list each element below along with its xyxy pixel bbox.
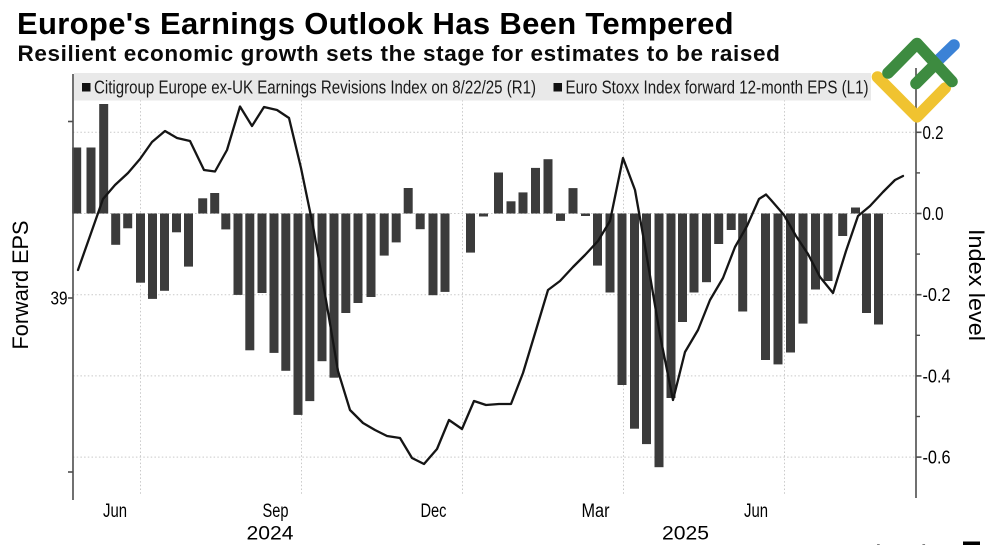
- svg-text:Index level: Index level: [964, 229, 989, 341]
- svg-text:Europe's Earnings Outlook Has: Europe's Earnings Outlook Has Been Tempe…: [17, 6, 734, 41]
- svg-text:-0.2: -0.2: [923, 285, 951, 305]
- svg-text:Euro Stoxx Index forward 12-mo: Euro Stoxx Index forward 12-month EPS (L…: [566, 78, 869, 98]
- svg-text:Resilient economic growth sets: Resilient economic growth sets the stage…: [18, 41, 781, 66]
- svg-text:Mar: Mar: [582, 501, 611, 522]
- svg-text:Dec: Dec: [421, 501, 447, 522]
- svg-text:Citigroup Europe ex-UK Earning: Citigroup Europe ex-UK Earnings Revision…: [94, 78, 536, 98]
- svg-text:Sep: Sep: [263, 501, 289, 522]
- svg-text:0.0: 0.0: [923, 204, 944, 224]
- svg-text:Forward EPS: Forward EPS: [8, 221, 33, 350]
- svg-text:Bloomberg: Bloomberg: [862, 543, 962, 545]
- svg-text:-0.6: -0.6: [923, 448, 951, 468]
- svg-text:-0.4: -0.4: [923, 366, 951, 386]
- svg-text:Jun: Jun: [744, 501, 768, 522]
- svg-text:0.2: 0.2: [923, 123, 944, 143]
- svg-text:2025: 2025: [662, 523, 709, 545]
- svg-text:Jun: Jun: [103, 501, 127, 522]
- svg-text:39: 39: [51, 289, 68, 309]
- svg-text:2024: 2024: [247, 523, 294, 545]
